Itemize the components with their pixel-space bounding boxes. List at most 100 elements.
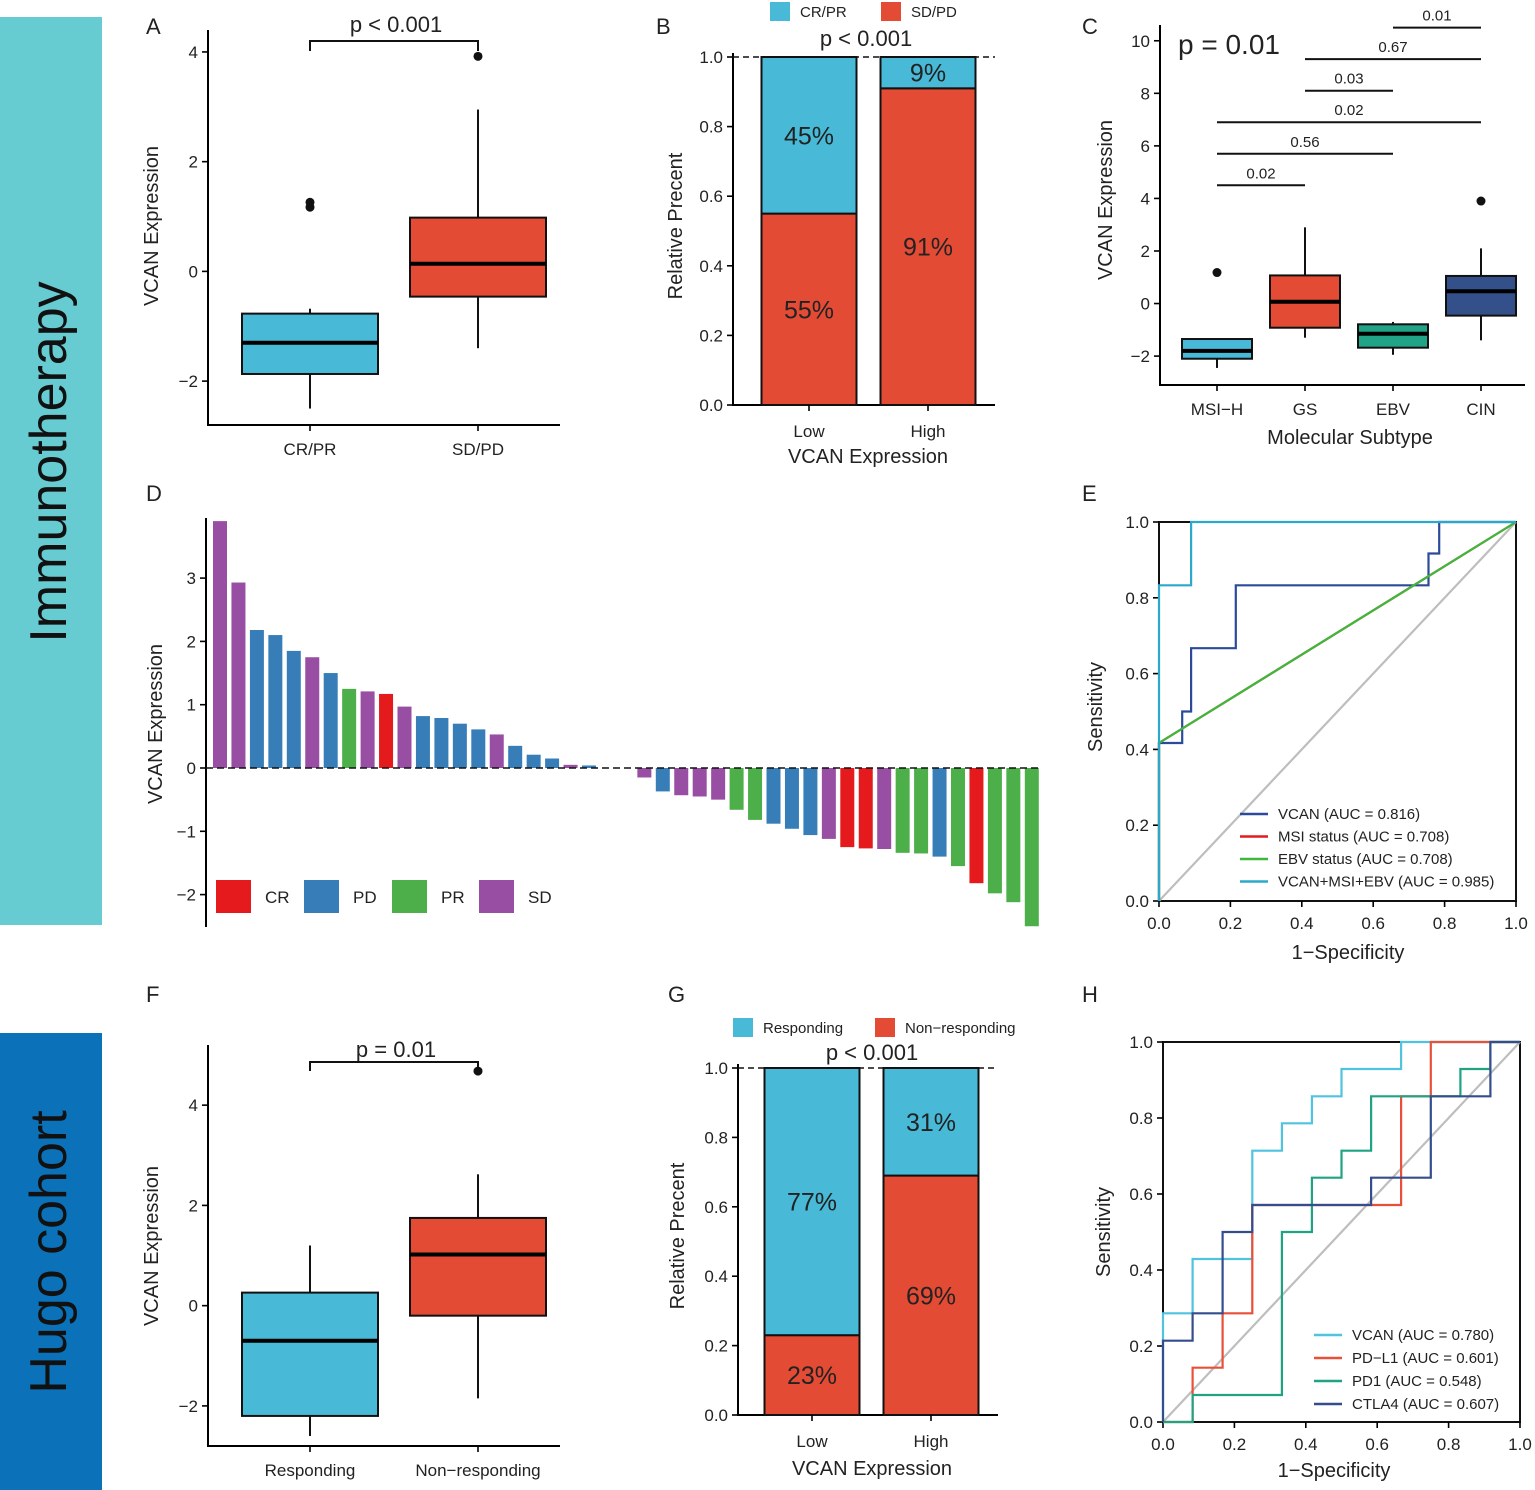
panel-e-ytick-label: 0.4 [1125,740,1149,759]
panel-h-ytick-label: 0.4 [1129,1261,1153,1280]
panel-c-ytick-label: −2 [1131,347,1150,366]
panel-h-legend-label: PD−L1 (AUC = 0.601) [1352,1350,1499,1367]
panel-d-legend-label: SD [528,888,552,907]
panel-g-legend-swatch [875,1018,895,1037]
panel-g-ytick-label: 0.0 [704,1406,728,1425]
panel-b-bar-label: 45% [784,122,834,150]
panel-b-bar-label: 55% [784,296,834,324]
panel-g-bar-label: 69% [906,1282,956,1310]
panel-b-ytick-label: 1.0 [699,48,723,67]
panel-b-ytick-label: 0.0 [699,396,723,415]
panel-h-roc-line [1163,1040,1520,1424]
panel-b-xtick-label: High [911,422,946,441]
panel-d-ytick-label: −1 [177,822,196,841]
panel-f-pvalue: p = 0.01 [356,1037,436,1062]
panel-d-bar [729,768,744,810]
panel-b-legend-label: SD/PD [911,4,957,21]
panel-e-roc: 0.0 0.0 0.2 0.2 0.4 0.4 0.6 0.6 0.8 0.8 1.0 1.0 VCAN… [1125,513,1527,933]
panel-b-bar-label: 9% [910,60,946,88]
panel-d-bar [674,768,689,796]
panel-c-xlabel: Molecular Subtype [1267,427,1433,449]
panel-b-bar-label: 91% [903,234,953,262]
panel-a-outlier [305,197,315,207]
panel-f-xtick-label: Responding [265,1461,356,1480]
panel-h-frame [1162,1041,1521,1423]
panel-c-comparison-pvalue: 0.03 [1334,71,1363,88]
panel-d-bar [231,582,246,768]
panel-a-outlier [473,51,483,61]
panel-h-legend-label: VCAN (AUC = 0.780) [1352,1327,1494,1344]
panel-f-box [241,1291,379,1417]
panel-d-ytick-label: 1 [187,696,196,715]
panel-d-bar [877,768,892,850]
panel-f-ytick-label: 2 [189,1196,198,1215]
panel-b-legend-label: CR/PR [800,4,847,21]
panel-d-legend-swatch [304,880,339,913]
panel-d-bar [545,758,560,768]
panel-d-bar [342,688,357,768]
panel-h-xtick-label: 0.8 [1437,1435,1461,1454]
panel-d-bar [249,630,264,768]
panel-h-ytick-label: 0.0 [1129,1413,1153,1432]
panel-h-ytick-label: 0.2 [1129,1337,1153,1356]
panel-c-boxplot: 10 8 6 4 2 0 −2 MSI−H GS EBV CIN 0.02 0.56 0.02 0.03 0.… [1131,8,1525,419]
panel-e-xtick-label: 0.4 [1290,914,1314,933]
panel-a-ylabel: VCAN Expression [141,146,163,306]
panel-e-roc-line [1157,520,1516,901]
panel-d-bar [637,768,652,778]
panel-c-ytick-label: 8 [1141,84,1150,103]
panel-a-xtick-label: CR/PR [284,440,337,459]
panel-h-xtick-label: 0.2 [1223,1435,1247,1454]
panel-c-ytick-label: 6 [1141,137,1150,156]
panel-d-waterfall: 3 2 1 0 −1 −2 CR PD PR SD [177,518,1039,927]
panel-e-ytick-label: 0.2 [1125,816,1149,835]
panel-b-ytick-label: 0.6 [699,187,723,206]
panel-c-ytick-label: 0 [1141,295,1150,314]
panel-letter-e: E [1082,481,1097,506]
panel-h-ytick-label: 0.6 [1129,1185,1153,1204]
panel-e-legend-label: VCAN (AUC = 0.816) [1278,806,1420,823]
panel-f-pvalue-bracket [309,1061,479,1071]
panel-g-xtick-label: Low [796,1432,828,1451]
panel-c-ytick-label: 4 [1141,189,1150,208]
panel-d-bar [748,768,763,820]
panel-g-bar-segment [882,1067,980,1177]
panel-a-pvalue-bracket [309,40,479,51]
panel-d-bar [914,768,929,854]
panel-b-legend-swatch [881,2,901,21]
panel-d-ytick-label: 3 [187,569,196,588]
panel-h-roc-line [1161,1040,1520,1422]
panel-g-xlabel: VCAN Expression [792,1458,952,1480]
panel-b-xtick-label: Low [793,422,825,441]
panel-g-bar-segment [763,1067,861,1337]
hugo-cohort-label: Hugo cohort [20,1110,78,1394]
panel-d-bar [711,768,726,800]
panel-letter-g: G [668,982,685,1007]
panel-c-pvalue: p = 0.01 [1178,29,1280,60]
panel-b-ytick-label: 0.8 [699,118,723,137]
panel-e-legend-label: MSI status (AUC = 0.708) [1278,829,1449,846]
panel-e-xtick-label: 1.0 [1504,914,1528,933]
panel-e-ytick-label: 0.0 [1125,892,1149,911]
panel-g-ytick-label: 0.4 [704,1267,728,1286]
panel-c-comparison-pvalue: 0.56 [1290,134,1319,151]
panel-e-xtick-label: 0.6 [1361,914,1385,933]
panel-h-roc: 0.0 0.0 0.2 0.2 0.4 0.4 0.6 0.6 0.8 0.8 1.0 1.0 VCAN… [1129,1033,1531,1454]
panel-d-bar [415,716,430,768]
panel-e-diagonal [1158,521,1517,902]
panel-e-ytick-label: 1.0 [1125,513,1149,532]
panel-b-legend-swatch [770,2,790,21]
panel-g-ylabel: Relative Precent [667,1162,689,1309]
panel-e-ytick-label: 0.6 [1125,665,1149,684]
panel-e-ylabel: Sensitivity [1085,662,1107,752]
panel-a-pvalue: p < 0.001 [350,12,442,37]
panel-d-ytick-label: 0 [187,759,196,778]
panel-d-bar [397,706,412,768]
panel-e-xtick-label: 0.8 [1433,914,1457,933]
panel-a-box [409,216,547,298]
panel-d-bar [766,768,781,824]
panel-c-comparison-pvalue: 0.01 [1422,8,1451,25]
panel-g-ytick-label: 0.6 [704,1198,728,1217]
panel-d-bar [932,768,947,857]
panel-d-bar [803,768,818,836]
